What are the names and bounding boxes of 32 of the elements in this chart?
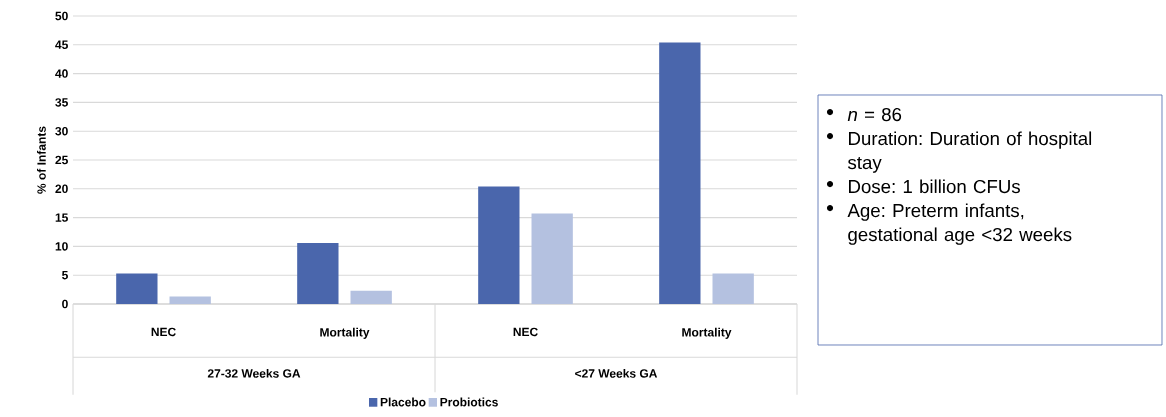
y-tick-label: 25 <box>55 155 68 165</box>
text: Age: Preterm infants, gestational age <32 weeks <box>847 203 1072 245</box>
y-tick-label: 30 <box>55 126 68 136</box>
x-tick-label: Mortality <box>320 327 370 339</box>
y-tick-label: 15 <box>55 213 68 222</box>
x-tick-label: NEC <box>513 327 538 337</box>
bar <box>478 186 520 304</box>
text: Duration: Duration of hospital stay <box>847 131 1092 173</box>
y-tick-label: 5 <box>62 271 68 280</box>
y-tick-label: 35 <box>55 98 68 107</box>
y-tick-label: 45 <box>55 40 68 49</box>
bar <box>116 273 158 304</box>
bar <box>297 242 339 304</box>
bar <box>350 290 392 304</box>
y-axis-title: % of Infants <box>36 126 46 194</box>
legend-label: Placebo <box>380 397 426 407</box>
bar <box>169 296 211 304</box>
y-tick-label: 10 <box>55 242 68 251</box>
bar <box>531 213 573 304</box>
bar <box>712 273 754 304</box>
bar <box>659 42 701 304</box>
text: Dose: 1 billion CFUs <box>849 179 1020 194</box>
legend-label: Probiotics <box>440 397 498 407</box>
text: <27 Weeks GA <box>575 368 658 378</box>
y-tick-label: 50 <box>55 11 68 21</box>
text: 27-32 Weeks GA <box>207 368 301 378</box>
y-tick-label: 0 <box>62 299 68 309</box>
text: n = 86 <box>847 107 902 122</box>
x-tick-label: NEC <box>151 327 176 337</box>
y-tick-label: 20 <box>55 184 68 194</box>
x-tick-label: Mortality <box>682 327 732 339</box>
y-tick-label: 40 <box>55 69 68 78</box>
